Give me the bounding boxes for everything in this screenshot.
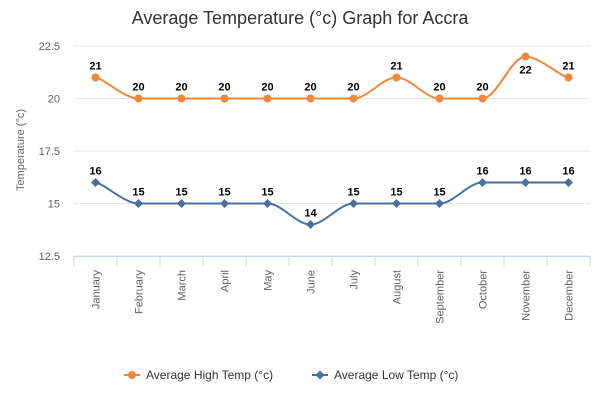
data-label: 14 [304,208,317,220]
data-label: 20 [175,82,187,94]
data-point[interactable] [435,94,444,103]
legend: Average High Temp (°c) Average Low Temp (… [124,368,458,382]
x-tick-label: July [349,270,361,290]
legend-label: Average High Temp (°c) [146,368,273,382]
data-label: 20 [218,82,230,94]
data-point[interactable] [349,199,358,208]
data-label: 20 [261,82,273,94]
data-point[interactable] [478,94,487,103]
data-point[interactable] [177,94,186,103]
y-tick-label: 12.5 [39,251,60,263]
data-point[interactable] [134,199,143,208]
data-label: 20 [347,82,359,94]
legend-item-high[interactable]: Average High Temp (°c) [124,368,273,382]
x-tick-label: December [564,270,576,321]
y-tick-label: 20 [48,94,60,106]
data-label: 15 [390,187,402,199]
data-point[interactable] [564,178,573,187]
y-axis-ticks: 12.5 15 17.5 20 22.5 [39,41,60,263]
data-label: 20 [304,82,316,94]
x-tick-label: April [220,270,232,292]
data-point[interactable] [478,178,487,187]
data-point[interactable] [177,199,186,208]
y-tick-label: 17.5 [39,146,60,158]
data-label: 20 [132,82,144,94]
data-point[interactable] [349,94,358,103]
data-label: 15 [175,187,187,199]
data-point[interactable] [521,178,530,187]
data-point[interactable] [392,199,401,208]
data-label: 21 [89,61,101,73]
x-axis: January February March April May June July Augu… [73,256,591,324]
data-point[interactable] [263,94,272,103]
data-point[interactable] [435,199,444,208]
legend-item-low[interactable]: Average Low Temp (°c) [312,368,458,382]
data-label: 21 [390,61,402,73]
data-point[interactable] [263,199,272,208]
data-label: 15 [347,187,359,199]
data-label: 20 [476,82,488,94]
x-tick-label: October [478,270,490,309]
y-tick-label: 22.5 [39,41,60,53]
legend-label: Average Low Temp (°c) [334,368,458,382]
series-line [95,55,569,100]
chart-title: Average Temperature (°c) Graph for Accra [132,8,470,28]
legend-marker [128,371,136,379]
data-label: 16 [476,166,488,178]
data-point[interactable] [564,73,573,82]
x-tick-label: September [435,270,447,324]
data-point[interactable] [91,73,100,82]
data-point[interactable] [306,220,315,229]
x-tick-label: May [263,270,275,291]
data-point[interactable] [521,52,530,61]
grid-lines [74,45,590,257]
data-label: 16 [562,166,574,178]
data-label: 15 [261,187,273,199]
legend-marker [315,370,325,380]
y-tick-label: 15 [48,199,60,211]
data-label: 21 [562,61,574,73]
data-label: 16 [519,166,531,178]
data-point[interactable] [134,94,143,103]
series-low: 16 15 15 15 15 14 15 15 15 16 16 16 [89,166,575,229]
data-label: 20 [433,82,445,94]
x-tick-label: January [91,270,103,310]
data-label: 22 [519,65,531,77]
data-point[interactable] [306,94,315,103]
x-tick-label: June [306,270,318,294]
x-tick-label: March [177,270,189,301]
data-point[interactable] [392,73,401,82]
series-layer: 21 20 20 20 20 20 20 21 20 20 22 21 16 15 15 15 15 14 15 15… [89,52,575,229]
data-label: 15 [433,187,445,199]
data-point[interactable] [91,178,100,187]
data-label: 15 [132,187,144,199]
data-point[interactable] [220,199,229,208]
data-point[interactable] [220,94,229,103]
x-tick-label: August [392,270,404,304]
x-tick-label: November [521,270,533,321]
y-axis-label: Temperature (°c) [15,109,27,191]
x-tick-label: February [134,270,146,315]
series-high: 21 20 20 20 20 20 20 21 20 20 22 21 [89,52,575,103]
data-label: 16 [89,166,101,178]
data-label: 15 [218,187,230,199]
